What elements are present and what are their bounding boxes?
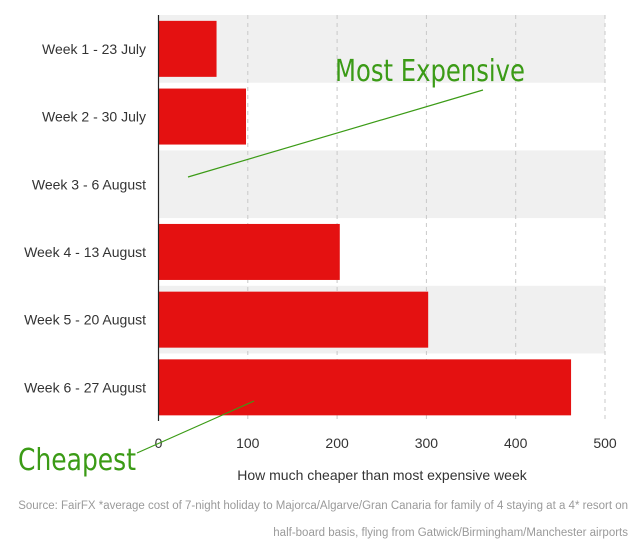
- bar: [158, 20, 217, 77]
- bar: [158, 291, 429, 348]
- x-tick-label: 100: [236, 435, 260, 451]
- x-tick-label: 300: [415, 435, 439, 451]
- source-note-line-2: half-board basis, flying from Gatwick/Bi…: [273, 527, 628, 539]
- x-tick-labels: 0100200300400500: [155, 435, 617, 451]
- source-note-line-1: Source: FairFX *average cost of 7-night …: [18, 500, 628, 512]
- category-label: Week 3 - 6 August: [32, 176, 146, 192]
- bar: [158, 88, 247, 145]
- grid-lines: [247, 15, 606, 422]
- bar: [158, 223, 340, 280]
- x-tick-label: 500: [593, 435, 617, 451]
- x-axis-label: How much cheaper than most expensive wee…: [237, 467, 527, 483]
- category-labels: Week 1 - 23 July Week 2 - 30 July Week 3 -…: [24, 41, 146, 396]
- most-expensive-annotation: Most Expensive: [335, 54, 525, 89]
- row-band: [158, 150, 605, 219]
- category-label: Week 1 - 23 July: [42, 41, 146, 57]
- x-tick-label: 200: [325, 435, 349, 451]
- bar: [158, 359, 572, 416]
- most-expensive-pointer: [187, 89, 484, 178]
- category-label: Week 2 - 30 July: [42, 109, 146, 125]
- category-label: Week 6 - 27 August: [24, 379, 146, 395]
- cheapest-pointer: [136, 400, 255, 454]
- bars: [158, 20, 572, 416]
- row-band: [158, 15, 605, 83]
- category-label: Week 5 - 20 August: [24, 312, 146, 328]
- x-tick-label: 400: [504, 435, 528, 451]
- category-label: Week 4 - 13 August: [24, 244, 146, 260]
- cheapest-annotation: Cheapest: [18, 443, 136, 478]
